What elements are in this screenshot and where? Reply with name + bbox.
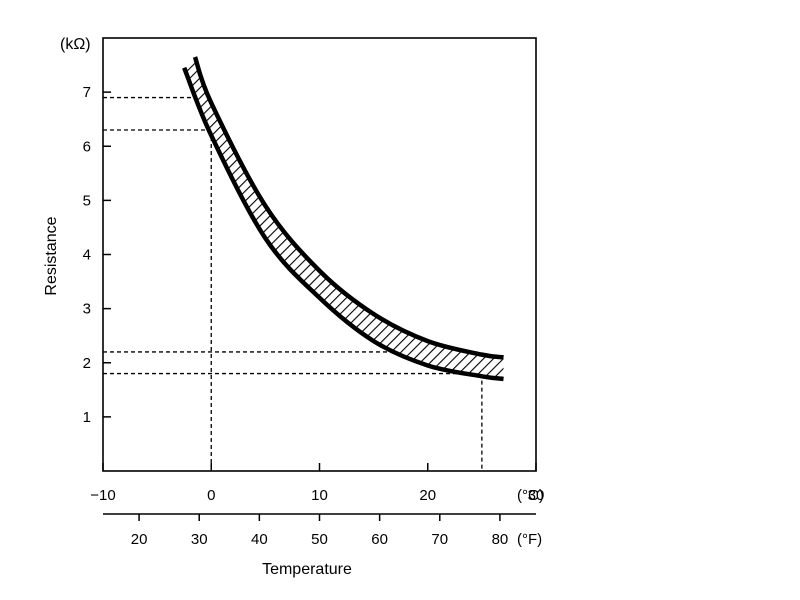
reference-lines (103, 96, 483, 471)
x-tick-label-fahrenheit: 30 (191, 531, 208, 548)
x-axis-fahrenheit: 20 30 40 50 60 70 80 (131, 514, 509, 548)
y-tick-label: 7 (83, 84, 91, 101)
x-tick-label-celsius: −10 (90, 487, 115, 504)
y-tick-label: 6 (83, 138, 91, 155)
plot-frame (102, 37, 537, 472)
y-axis: 1 2 3 4 5 6 7 (83, 84, 111, 426)
x-tick-label-fahrenheit: 80 (492, 531, 509, 548)
x-axis-celsius: −10 0 10 20 30 (90, 463, 544, 504)
y-tick-label: 2 (83, 355, 91, 372)
x-tick-label-fahrenheit: 40 (251, 531, 268, 548)
x-tick-label-celsius: 10 (311, 487, 328, 504)
x-axis-title: Temperature (262, 561, 352, 578)
x-unit-celsius: (°C) (517, 487, 544, 504)
band-fill (184, 56, 504, 379)
y-tick-label: 4 (83, 247, 91, 264)
x-tick-label-fahrenheit: 60 (371, 531, 388, 548)
x-tick-label-celsius: 20 (419, 487, 436, 504)
x-tick-label-fahrenheit: 20 (131, 531, 148, 548)
tolerance-band (182, 56, 504, 382)
x-tick-label-celsius: 0 (207, 487, 215, 504)
y-tick-label: 1 (83, 409, 91, 426)
y-tick-label: 3 (83, 301, 91, 318)
y-unit-label: (kΩ) (60, 36, 91, 53)
y-tick-label: 5 (83, 192, 91, 209)
x-tick-label-celsius: 30 (528, 487, 545, 504)
lower-limit-curve (182, 66, 504, 382)
x-tick-label-fahrenheit: 70 (431, 531, 448, 548)
upper-limit-curve (192, 56, 504, 360)
x-unit-fahrenheit: (°F) (517, 531, 542, 548)
y-axis-title: Resistance (43, 216, 60, 295)
x-tick-label-fahrenheit: 50 (311, 531, 328, 548)
